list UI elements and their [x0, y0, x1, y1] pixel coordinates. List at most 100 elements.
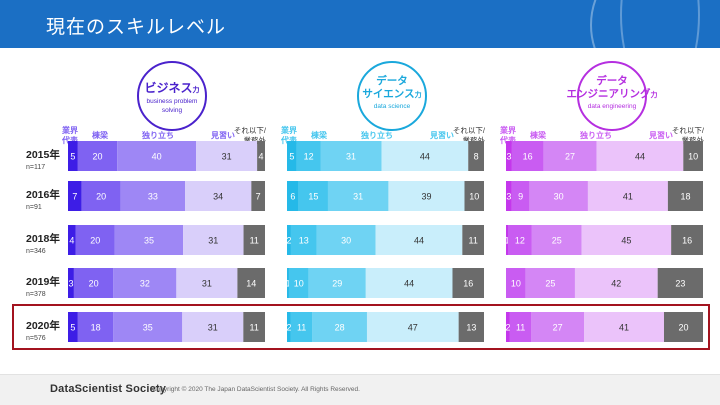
- row-n-label: n=91: [26, 204, 42, 211]
- bar-segment: [243, 225, 265, 255]
- bar-value-label: 13: [466, 323, 476, 333]
- bar-segment: [68, 225, 76, 255]
- bar-segment: [366, 312, 459, 342]
- group-title: サイエンス力: [362, 88, 421, 100]
- bar-value-label: 40: [152, 152, 162, 162]
- bar-value-label: 23: [675, 279, 685, 289]
- bar-value-label: 20: [90, 236, 100, 246]
- bar-value-label: 16: [463, 279, 473, 289]
- bar-value-label: 31: [208, 323, 218, 333]
- bar-value-label: 41: [623, 192, 633, 202]
- row-n-label: n=378: [26, 291, 46, 298]
- bar-segment: [73, 268, 114, 298]
- bar-value-label: 3: [506, 192, 511, 202]
- bar-value-label: 10: [688, 152, 698, 162]
- bar-segment: [243, 312, 265, 342]
- bar-value-label: 31: [202, 279, 212, 289]
- bar-segment: [462, 225, 484, 255]
- bar-value-label: 1: [504, 236, 509, 246]
- bar-segment: [320, 141, 382, 171]
- footer-bar: DataScientist Society Copyright © 2020 T…: [0, 374, 720, 405]
- row-n-label: n=346: [26, 248, 46, 255]
- bar-value-label: 18: [680, 192, 690, 202]
- legend-other-label: それ以下/: [234, 126, 267, 135]
- legend-other-label: 業務外: [463, 135, 486, 145]
- bar-value-label: 44: [420, 152, 430, 162]
- group-subtitle: data engineering: [588, 103, 637, 110]
- bar-value-label: 35: [144, 236, 154, 246]
- legend-app-label: 見習い: [429, 130, 454, 140]
- bar-segment: [288, 268, 309, 298]
- group-subtitle: data science: [374, 103, 411, 110]
- bar-segment: [290, 225, 317, 255]
- legend-app-label: 見習い: [648, 130, 673, 140]
- bar-segment: [511, 141, 544, 171]
- bar-value-label: 25: [552, 236, 562, 246]
- bar-value-label: 32: [140, 279, 150, 289]
- bar-value-label: 20: [96, 192, 106, 202]
- bar-value-label: 31: [208, 236, 218, 246]
- bar-value-label: 20: [89, 279, 99, 289]
- page-title: 現在のスキルレベル: [46, 17, 227, 38]
- bar-segment: [113, 312, 183, 342]
- bar-segment: [506, 141, 512, 171]
- bar-value-label: 4: [259, 152, 264, 162]
- bar-value-label: 10: [511, 279, 521, 289]
- bar-segment: [683, 141, 703, 171]
- bar-segment: [574, 268, 658, 298]
- legend-rep-label: 代表: [61, 135, 79, 145]
- bar-value-label: 18: [91, 323, 101, 333]
- group-title: データ: [596, 74, 628, 87]
- bar-value-label: 13: [299, 236, 309, 246]
- legend-rep-label: 業界: [499, 125, 517, 135]
- row-year-label: 2020年: [26, 319, 60, 332]
- bar-segment: [68, 181, 82, 211]
- bar-value-label: 3: [68, 279, 73, 289]
- group-title-circle: [357, 61, 427, 131]
- bar-segment: [506, 181, 512, 211]
- bar-segment: [529, 181, 588, 211]
- bar-segment: [663, 312, 703, 342]
- bar-value-label: 44: [404, 279, 414, 289]
- bar-value-label: 44: [414, 236, 424, 246]
- bar-value-label: 6: [290, 192, 295, 202]
- bar-segment: [287, 181, 299, 211]
- group-title-circle: [577, 61, 647, 131]
- legend-ind-label: 独り立ち: [579, 130, 612, 140]
- bar-value-label: 14: [246, 279, 256, 289]
- legend-pro-label: 棟梁: [92, 130, 109, 140]
- row-year-label: 2016年: [26, 188, 60, 201]
- bar-segment: [298, 181, 328, 211]
- bar-value-label: 5: [70, 152, 75, 162]
- bar-segment: [507, 225, 532, 255]
- bar-segment: [287, 141, 297, 171]
- bar-value-label: 4: [69, 236, 74, 246]
- bar-value-label: 11: [516, 323, 525, 333]
- bar-segment: [117, 141, 197, 171]
- legend-pro-label: 棟梁: [530, 130, 547, 140]
- bar-value-label: 9: [518, 192, 523, 202]
- row-year-label: 2015年: [26, 148, 60, 161]
- bar-value-label: 29: [332, 279, 342, 289]
- bar-value-label: 12: [304, 152, 314, 162]
- bar-segment: [312, 312, 367, 342]
- bar-value-label: 34: [213, 192, 223, 202]
- bar-segment: [584, 312, 664, 342]
- bar-segment: [506, 225, 508, 255]
- bar-value-label: 41: [619, 323, 629, 333]
- bar-value-label: 2: [286, 323, 291, 333]
- legend-rep-label: 代表: [499, 135, 517, 145]
- bar-value-label: 2: [505, 323, 510, 333]
- bar-segment: [237, 268, 265, 298]
- bar-value-label: 27: [565, 152, 575, 162]
- bar-value-label: 7: [256, 192, 261, 202]
- bar-segment: [113, 268, 177, 298]
- bar-segment: [327, 181, 389, 211]
- bar-segment: [587, 181, 668, 211]
- bar-segment: [308, 268, 366, 298]
- bar-value-label: 7: [72, 192, 77, 202]
- bar-segment: [120, 181, 186, 211]
- bar-segment: [257, 141, 265, 171]
